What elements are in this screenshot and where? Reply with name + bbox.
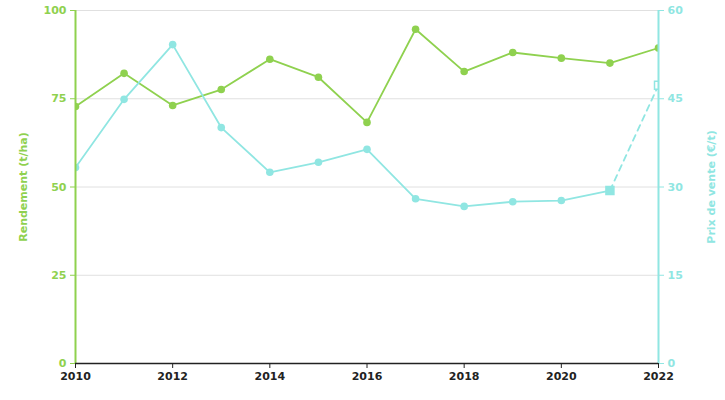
svg-text:0: 0 bbox=[59, 357, 67, 370]
svg-text:60: 60 bbox=[668, 4, 684, 17]
svg-text:Prix de vente (€/t): Prix de vente (€/t) bbox=[705, 130, 718, 243]
svg-text:Rendement (t/ha): Rendement (t/ha) bbox=[17, 132, 30, 242]
svg-text:100: 100 bbox=[44, 4, 67, 17]
svg-text:2018: 2018 bbox=[449, 370, 480, 383]
svg-text:25: 25 bbox=[51, 269, 66, 282]
svg-text:2020: 2020 bbox=[546, 370, 577, 383]
svg-text:2012: 2012 bbox=[157, 370, 188, 383]
svg-text:2014: 2014 bbox=[255, 370, 286, 383]
svg-text:50: 50 bbox=[51, 181, 67, 194]
svg-text:2016: 2016 bbox=[352, 370, 383, 383]
svg-text:30: 30 bbox=[668, 181, 684, 194]
svg-text:45: 45 bbox=[668, 92, 683, 105]
svg-text:2022: 2022 bbox=[643, 370, 674, 383]
svg-text:2010: 2010 bbox=[60, 370, 91, 383]
svg-text:0: 0 bbox=[668, 357, 676, 370]
svg-text:15: 15 bbox=[668, 269, 683, 282]
svg-text:75: 75 bbox=[51, 92, 66, 105]
